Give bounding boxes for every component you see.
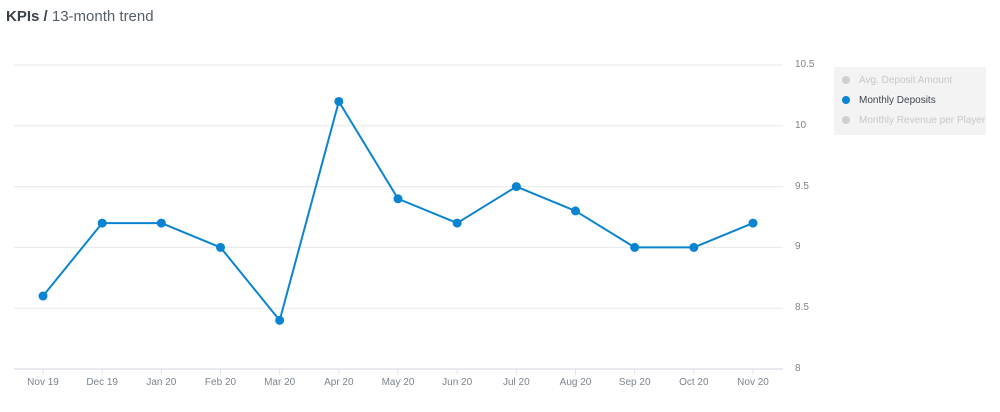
data-point[interactable] [452,218,462,228]
page-title: KPIs / 13-month trend [6,8,154,25]
x-tick-label: Feb 20 [204,377,237,388]
y-tick-label: 9 [795,241,801,253]
data-point[interactable] [511,182,521,192]
legend-dot-icon [842,116,850,124]
y-tick-label: 8.5 [795,302,809,314]
x-tick-label: Jul 20 [502,377,530,388]
legend-label: Avg. Deposit Amount [859,74,953,86]
data-point[interactable] [393,194,403,204]
data-point[interactable] [571,206,580,216]
data-point[interactable] [334,96,344,106]
y-tick-label: 9.5 [795,180,809,192]
x-tick-label: Nov 20 [737,377,769,388]
y-tick-label: 10 [795,119,807,131]
title-prefix: KPIs / [6,8,48,25]
data-point[interactable] [689,242,699,252]
chart-legend: Avg. Deposit Amount Monthly Deposits Mon… [834,67,986,135]
legend-dot-icon [842,76,850,84]
x-tick-label: Jun 20 [442,377,473,388]
legend-item-avg-deposit-amount[interactable]: Avg. Deposit Amount [842,72,952,88]
x-tick-label: Apr 20 [324,377,354,388]
data-point[interactable] [630,242,640,252]
title-subtitle: 13-month trend [51,8,154,25]
data-point[interactable] [275,315,285,325]
x-tick-label: Jan 20 [146,377,177,388]
x-tick-label: Sep 20 [618,377,651,388]
x-tick-label: Nov 19 [27,377,59,388]
series-line [42,100,754,322]
x-tick-label: May 20 [381,377,415,388]
x-tick-label: Dec 19 [86,377,118,388]
data-point[interactable] [38,291,48,301]
legend-item-monthly-revenue-per-player[interactable]: Monthly Revenue per Player [842,112,985,128]
data-point[interactable] [216,242,225,252]
x-tick-label: Aug 20 [559,377,592,388]
y-tick-label: 10.5 [795,59,815,70]
x-tick-label: Mar 20 [264,377,296,388]
legend-item-monthly-deposits[interactable]: Monthly Deposits [842,92,936,108]
data-point[interactable] [748,218,758,228]
legend-dot-icon [842,96,850,104]
data-point[interactable] [156,218,166,228]
legend-label: Monthly Revenue per Player [859,114,986,126]
data-point[interactable] [97,218,107,228]
legend-label: Monthly Deposits [859,94,936,106]
x-tick-label: Oct 20 [679,377,709,388]
y-tick-label: 8 [795,363,801,374]
